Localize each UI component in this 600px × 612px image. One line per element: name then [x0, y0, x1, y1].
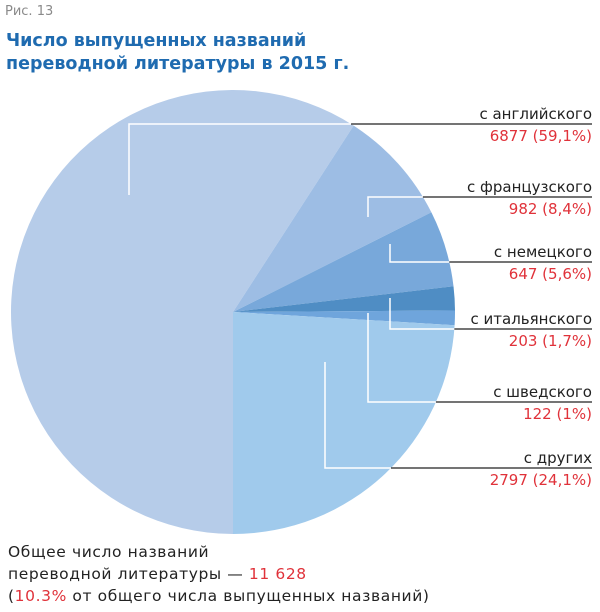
slice-value: 203 (1,7%) — [508, 332, 592, 350]
footer-open: ( — [8, 587, 15, 605]
slice-label: с других 2797 (24,1%) — [490, 447, 592, 491]
slice-label: с итальянского 203 (1,7%) — [471, 308, 593, 352]
chart-title-text: Число выпущенных названий переводной лит… — [6, 31, 350, 74]
slice-label: с немецкого 647 (5,6%) — [494, 241, 592, 285]
leader-line — [128, 123, 352, 195]
footer-share: 10.3% — [14, 587, 67, 605]
pie-slice — [233, 310, 455, 326]
leader-line — [324, 362, 391, 469]
slice-value: 982 (8,4%) — [508, 200, 592, 218]
leader-line — [367, 313, 436, 403]
footer-note: Общее число названий переводной литерату… — [8, 541, 430, 607]
slice-name: с других — [523, 449, 592, 467]
slice-name: с английского — [479, 105, 592, 123]
slice-label: с шведского 122 (1%) — [493, 381, 592, 425]
slice-name: с французского — [467, 178, 592, 196]
pie-slice — [10, 89, 354, 534]
pie-slice — [233, 312, 455, 534]
footer-rest: от общего числа выпущенных названий) — [66, 587, 430, 605]
slice-value: 122 (1%) — [523, 405, 592, 423]
slice-value: 647 (5,6%) — [508, 265, 592, 283]
footer-total: 11 628 — [248, 565, 307, 583]
slice-name: с шведского — [493, 383, 592, 401]
pie-slice — [233, 212, 454, 312]
leader-line — [389, 298, 455, 330]
slice-value: 2797 (24,1%) — [489, 471, 592, 489]
pie-slice — [233, 286, 455, 312]
figure-label: Рис. 13 — [5, 4, 54, 19]
slice-label: с французского 982 (8,4%) — [467, 176, 592, 220]
slice-value: 6877 (59,1%) — [489, 127, 592, 145]
footer-line1: Общее число названий — [8, 543, 210, 561]
leader-line — [389, 244, 450, 263]
slice-name: с итальянского — [470, 310, 593, 328]
slice-label: с английского 6877 (59,1%) — [479, 103, 592, 147]
chart-title: Число выпущенных названий переводной лит… — [6, 30, 396, 76]
pie-slice — [233, 125, 432, 313]
footer-line2: переводной литературы — — [8, 565, 249, 583]
leader-line — [367, 196, 423, 217]
slice-name: с немецкого — [493, 243, 592, 261]
